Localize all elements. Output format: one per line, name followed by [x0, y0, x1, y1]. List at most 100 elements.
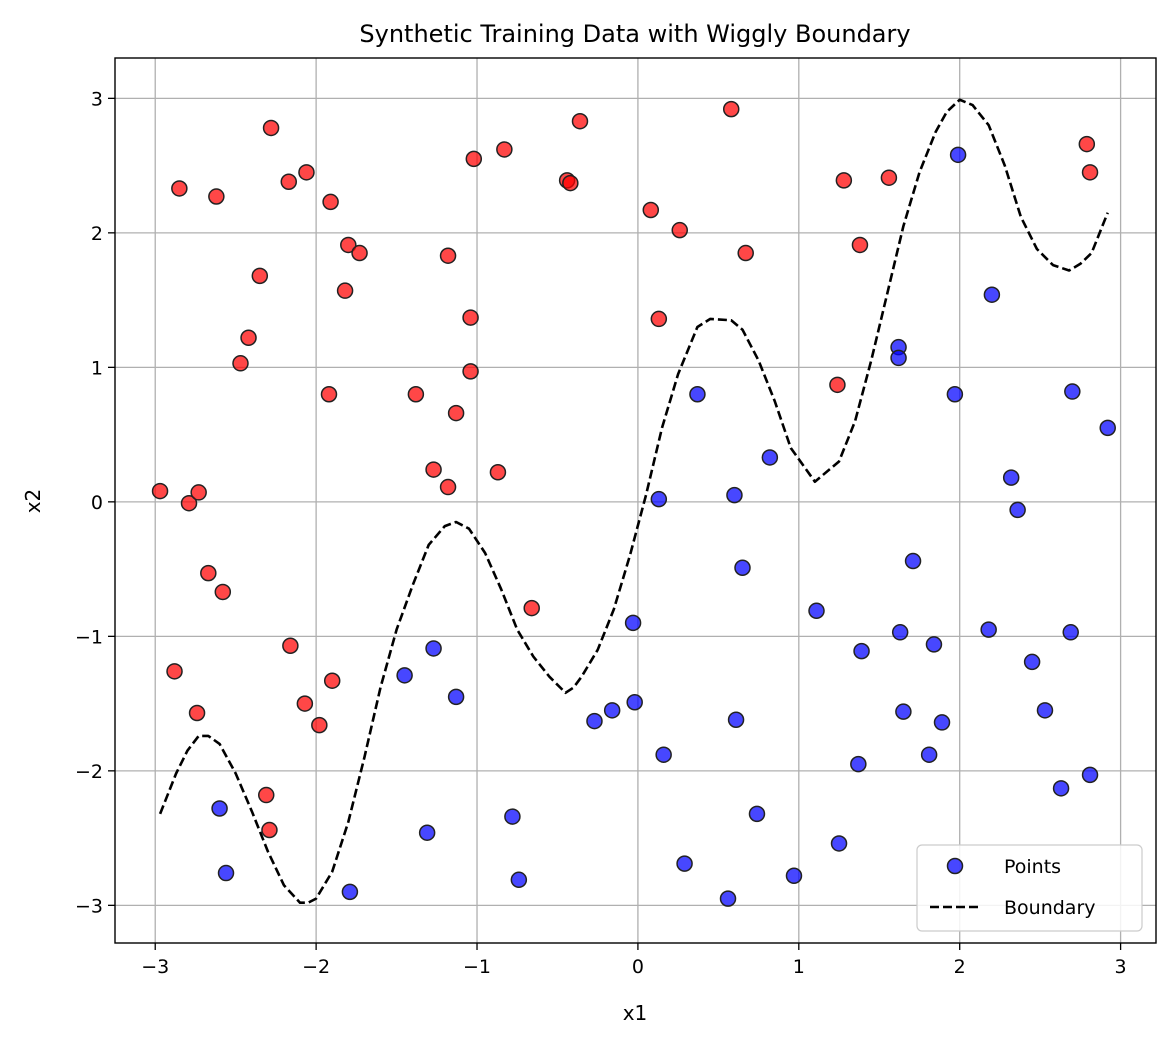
data-point-red	[298, 164, 315, 181]
data-point-red	[1081, 164, 1099, 181]
data-point-blue	[920, 746, 938, 763]
data-point-blue	[1081, 766, 1099, 784]
data-point-red	[282, 637, 299, 655]
data-point-blue	[933, 714, 951, 731]
data-point-red	[296, 695, 314, 712]
data-point-blue	[853, 642, 870, 660]
data-point-blue	[655, 746, 672, 763]
data-point-blue	[726, 486, 743, 504]
data-point-blue	[1009, 501, 1026, 519]
x-axis-label: x1	[623, 1001, 648, 1025]
data-point-red	[571, 112, 589, 130]
data-point-red	[322, 193, 339, 211]
data-point-red	[257, 786, 275, 804]
y-tick-label: 3	[91, 88, 103, 110]
legend-points-label: Points	[1004, 856, 1061, 878]
data-point-red	[320, 385, 338, 403]
data-point-blue	[689, 385, 706, 403]
data-point-blue	[418, 824, 436, 841]
data-point-blue	[1099, 419, 1116, 437]
data-point-red	[496, 141, 513, 158]
data-point-blue	[850, 755, 867, 773]
data-point-blue	[650, 490, 668, 508]
data-point-red	[208, 188, 225, 205]
plot-frame	[114, 57, 1157, 944]
data-point-blue	[603, 702, 621, 719]
data-point-blue	[1052, 780, 1070, 797]
data-point-red	[851, 236, 869, 254]
data-point-blue	[510, 871, 528, 889]
data-point-red	[671, 221, 688, 239]
data-point-blue	[1064, 383, 1081, 400]
data-point-red	[1078, 135, 1096, 153]
data-point-red	[171, 180, 188, 197]
data-point-blue	[925, 636, 943, 653]
data-point-blue	[890, 349, 907, 367]
chart-title: Synthetic Training Data with Wiggly Boun…	[359, 20, 910, 48]
data-point-red	[447, 404, 465, 422]
legend-boundary-label: Boundary	[1004, 897, 1096, 919]
data-point-blue	[676, 855, 693, 872]
data-point-red	[489, 464, 507, 481]
data-point-blue	[341, 883, 359, 901]
data-point-blue	[396, 667, 413, 684]
data-point-red	[261, 821, 278, 839]
data-point-red	[323, 672, 341, 689]
y-tick-label: −1	[75, 626, 103, 648]
legend-points-marker	[946, 857, 964, 875]
data-point-red	[439, 478, 457, 496]
data-point-red	[232, 355, 249, 372]
data-point-red	[462, 309, 479, 326]
data-point-red	[188, 704, 206, 722]
data-point-blue	[980, 621, 997, 638]
data-point-red	[151, 482, 169, 500]
data-point-blue	[211, 800, 228, 817]
data-point-red	[214, 583, 232, 601]
data-point-red	[829, 376, 846, 394]
data-point-red	[251, 267, 269, 285]
data-point-red	[650, 310, 668, 328]
data-point-red	[280, 173, 298, 190]
data-point-blue	[946, 385, 964, 403]
x-axis-ticks: −3 −2 −1 0 1 2 3	[141, 943, 1127, 978]
data-point-blue	[719, 890, 737, 907]
points-layer	[151, 100, 1116, 907]
y-axis-ticks: −3 −2 −1 0 1 2 3	[75, 88, 115, 917]
data-point-blue	[904, 552, 922, 570]
data-point-blue	[895, 703, 912, 720]
data-point-blue	[761, 449, 779, 466]
y-tick-label: 0	[91, 492, 103, 514]
x-tick-label: 1	[793, 956, 805, 978]
x-tick-label: 0	[632, 956, 644, 978]
boundary-line	[158, 98, 1109, 904]
data-point-blue	[504, 808, 521, 825]
y-axis-label: x2	[21, 489, 45, 514]
y-tick-label: −3	[75, 895, 103, 917]
data-point-blue	[748, 805, 766, 823]
data-point-red	[642, 201, 660, 219]
x-tick-label: −1	[463, 956, 491, 978]
data-point-blue	[447, 688, 465, 706]
data-point-blue	[1023, 653, 1041, 671]
x-tick-label: 3	[1115, 956, 1127, 978]
data-point-red	[425, 461, 442, 478]
data-point-blue	[217, 864, 235, 882]
y-tick-label: −2	[75, 761, 103, 783]
data-point-blue	[1062, 624, 1079, 641]
data-point-red	[462, 363, 479, 380]
data-point-red	[439, 247, 457, 264]
data-point-blue	[830, 835, 848, 852]
data-point-blue	[949, 146, 967, 164]
y-tick-label: 2	[91, 223, 103, 245]
data-point-red	[336, 282, 354, 299]
x-tick-label: −2	[302, 956, 330, 978]
data-point-blue	[734, 559, 751, 576]
data-point-blue	[425, 640, 442, 657]
data-point-blue	[983, 286, 1001, 303]
data-point-red	[190, 484, 207, 501]
data-point-red	[465, 150, 483, 168]
legend: Points Boundary	[916, 844, 1143, 932]
data-point-red	[835, 172, 853, 189]
boundary-layer	[158, 98, 1109, 904]
